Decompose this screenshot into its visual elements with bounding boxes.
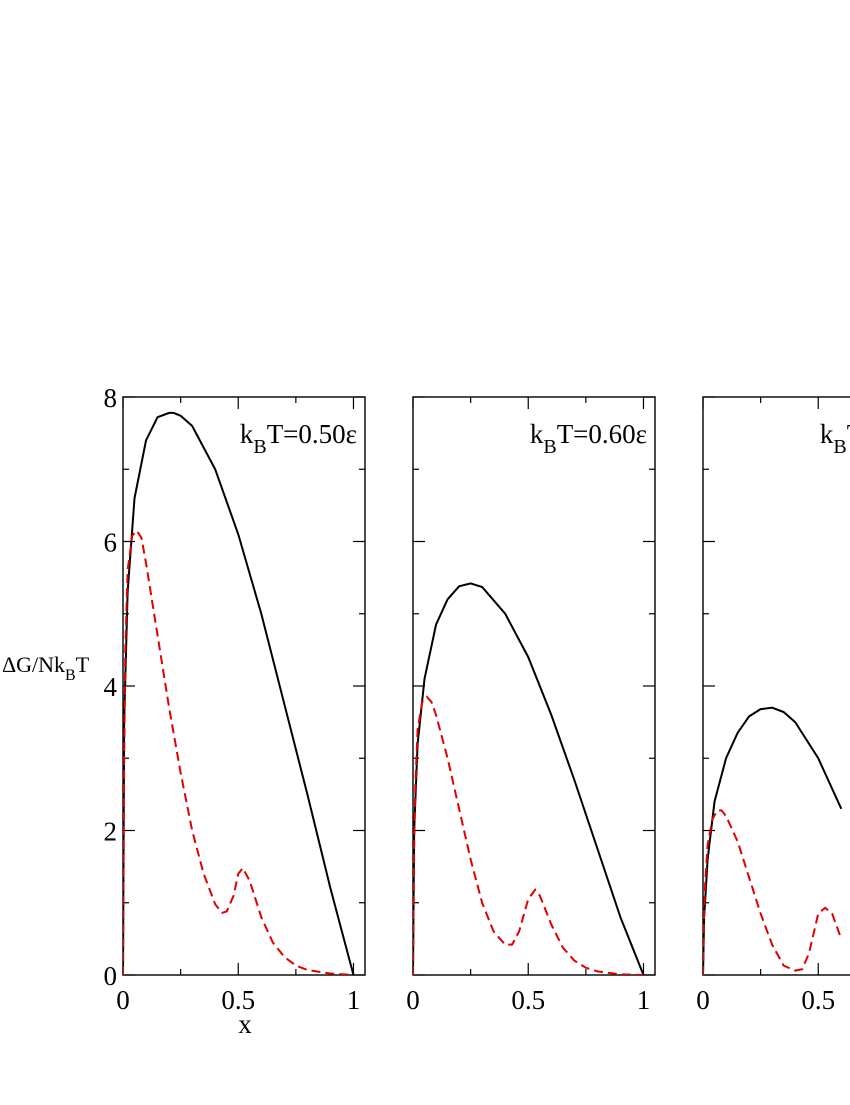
y-axis-label: ΔG/NkBT bbox=[2, 652, 90, 684]
y-tick-label: 2 bbox=[104, 817, 118, 847]
panel-frame bbox=[412, 396, 656, 976]
dashed-series-line bbox=[123, 529, 354, 975]
x-tick-label: 1 bbox=[347, 985, 361, 1015]
x-tick-label: 0.5 bbox=[511, 985, 545, 1015]
solid-series-line bbox=[413, 582, 645, 975]
y-tick-label: 4 bbox=[104, 672, 118, 702]
panel-temperature-label: kBT=0.60ε bbox=[530, 419, 647, 458]
panel-frame bbox=[702, 396, 850, 976]
label-k: k bbox=[530, 419, 544, 449]
panel-temperature-label: kBT=0.70ε bbox=[820, 419, 850, 458]
ylabel-main: ΔG/Nk bbox=[2, 652, 65, 677]
solid-series-line bbox=[703, 706, 843, 975]
x-axis-label: x bbox=[238, 1009, 252, 1039]
y-tick-label: 8 bbox=[104, 383, 118, 413]
label-subscript: B bbox=[543, 436, 556, 458]
x-tick-label: 1 bbox=[637, 985, 651, 1015]
panel-frame bbox=[122, 396, 366, 976]
label-subscript: B bbox=[833, 436, 846, 458]
ylabel-tail: T bbox=[76, 652, 90, 677]
label-value: T=0.50ε bbox=[267, 419, 357, 449]
label-k: k bbox=[240, 419, 254, 449]
label-k: k bbox=[820, 419, 834, 449]
ylabel-subscript: B bbox=[65, 667, 76, 684]
solid-series-line bbox=[123, 411, 355, 975]
label-value: T=0.70ε bbox=[847, 419, 850, 449]
y-tick-label: 0 bbox=[104, 961, 118, 991]
x-tick-label: 0.5 bbox=[221, 985, 255, 1015]
x-tick-label: 0 bbox=[406, 985, 420, 1015]
dashed-series-line bbox=[413, 695, 644, 975]
x-tick-label: 0 bbox=[116, 985, 130, 1015]
label-value: T=0.60ε bbox=[557, 419, 647, 449]
label-subscript: B bbox=[253, 436, 266, 458]
panel-temperature-label: kBT=0.50ε bbox=[240, 419, 357, 458]
panel-1: 0 0.5 1 0 2 4 6 8 kBT=0.50ε bbox=[104, 383, 366, 1015]
x-tick-label: 0 bbox=[696, 985, 710, 1015]
x-tick-label: 0.5 bbox=[801, 985, 835, 1015]
y-tick-label: 6 bbox=[104, 528, 118, 558]
panel-2: 0 0.5 1 kBT=0.60ε bbox=[406, 396, 656, 1015]
dashed-series-line bbox=[703, 809, 843, 975]
